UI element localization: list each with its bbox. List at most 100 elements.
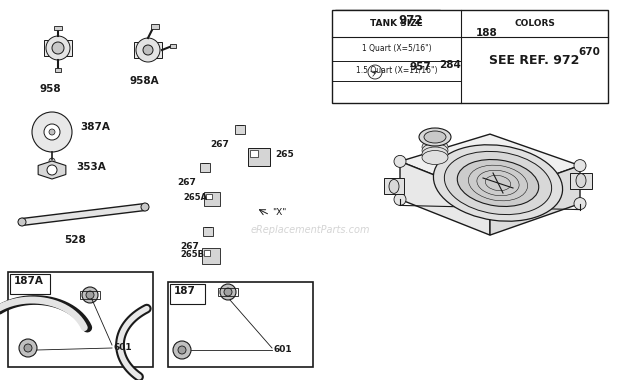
Circle shape — [82, 287, 98, 303]
Text: 958A: 958A — [129, 76, 159, 86]
Circle shape — [368, 65, 382, 79]
Text: TANK SIZE: TANK SIZE — [370, 19, 423, 28]
Bar — [200, 163, 210, 172]
Ellipse shape — [424, 131, 446, 143]
Bar — [570, 173, 592, 188]
Ellipse shape — [458, 160, 539, 206]
Text: eReplacementParts.com: eReplacementParts.com — [250, 225, 370, 235]
Circle shape — [574, 198, 586, 210]
Circle shape — [86, 291, 94, 299]
Text: 528: 528 — [64, 235, 86, 245]
Polygon shape — [490, 166, 580, 235]
Circle shape — [49, 158, 55, 164]
Text: 601: 601 — [274, 345, 293, 355]
Text: 267: 267 — [180, 242, 200, 251]
Circle shape — [49, 129, 55, 135]
Text: 267: 267 — [211, 140, 229, 149]
Text: 267: 267 — [177, 178, 197, 187]
Circle shape — [141, 203, 149, 211]
Text: 957: 957 — [410, 62, 432, 72]
Ellipse shape — [422, 150, 448, 165]
Circle shape — [143, 45, 153, 55]
Text: 187A: 187A — [14, 276, 44, 286]
Bar — [218, 288, 238, 296]
Bar — [384, 178, 404, 195]
Bar — [335, 10, 440, 100]
Ellipse shape — [419, 128, 451, 146]
Polygon shape — [400, 162, 490, 235]
Bar — [248, 148, 270, 166]
Bar — [170, 284, 205, 304]
Ellipse shape — [490, 58, 510, 72]
Circle shape — [574, 160, 586, 172]
Text: 265: 265 — [275, 150, 294, 159]
Bar — [204, 192, 220, 206]
Text: 670: 670 — [578, 47, 600, 57]
Polygon shape — [38, 161, 66, 179]
Circle shape — [178, 346, 186, 354]
Text: "X": "X" — [272, 208, 286, 217]
Bar — [250, 150, 258, 157]
Circle shape — [224, 288, 232, 296]
Circle shape — [52, 42, 64, 54]
Bar — [235, 125, 245, 134]
Circle shape — [47, 165, 57, 175]
Text: 353A: 353A — [76, 162, 106, 172]
Ellipse shape — [422, 147, 448, 161]
Circle shape — [394, 193, 406, 206]
Bar — [170, 44, 176, 48]
Bar — [203, 227, 213, 236]
Text: 187: 187 — [174, 286, 196, 296]
Circle shape — [450, 11, 460, 21]
Bar — [385, 12, 437, 34]
Circle shape — [32, 112, 72, 152]
Bar — [202, 248, 220, 264]
Ellipse shape — [433, 145, 562, 221]
Bar — [332, 10, 608, 103]
Ellipse shape — [365, 66, 385, 78]
Circle shape — [136, 38, 160, 62]
Circle shape — [394, 155, 406, 168]
Ellipse shape — [422, 144, 448, 157]
Circle shape — [173, 341, 191, 359]
Ellipse shape — [495, 62, 505, 68]
Polygon shape — [400, 134, 580, 197]
Circle shape — [19, 339, 37, 357]
Text: 958: 958 — [39, 84, 61, 94]
Text: 387A: 387A — [80, 122, 110, 132]
Circle shape — [18, 218, 26, 226]
Bar — [151, 24, 159, 29]
Text: SEE REF. 972: SEE REF. 972 — [489, 54, 580, 67]
Circle shape — [46, 36, 70, 60]
Bar — [54, 26, 62, 30]
Circle shape — [220, 284, 236, 300]
Text: 284: 284 — [439, 60, 461, 70]
Circle shape — [515, 33, 529, 47]
Text: 265B: 265B — [180, 250, 204, 259]
Text: 601: 601 — [113, 344, 131, 353]
Circle shape — [24, 344, 32, 352]
Text: COLORS: COLORS — [514, 19, 555, 28]
Bar — [206, 194, 212, 199]
Bar — [10, 274, 50, 294]
Text: 265A: 265A — [183, 193, 207, 202]
Text: 188: 188 — [476, 28, 498, 38]
Bar — [80, 291, 100, 299]
Circle shape — [44, 124, 60, 140]
Polygon shape — [347, 56, 403, 88]
Circle shape — [558, 58, 572, 72]
Ellipse shape — [576, 174, 586, 188]
Circle shape — [557, 32, 573, 48]
Ellipse shape — [422, 140, 448, 154]
Text: 1.5 Quart (X=11/16"): 1.5 Quart (X=11/16") — [356, 65, 437, 74]
Bar — [8, 272, 153, 367]
Bar — [134, 42, 162, 58]
Bar — [451, 42, 463, 49]
Text: 972: 972 — [399, 14, 423, 27]
Bar — [44, 40, 72, 56]
Text: 1 Quart (X=5/16"): 1 Quart (X=5/16") — [361, 44, 432, 53]
Bar — [55, 68, 61, 72]
Bar — [204, 250, 210, 256]
Bar — [168, 282, 313, 367]
Ellipse shape — [389, 179, 399, 193]
